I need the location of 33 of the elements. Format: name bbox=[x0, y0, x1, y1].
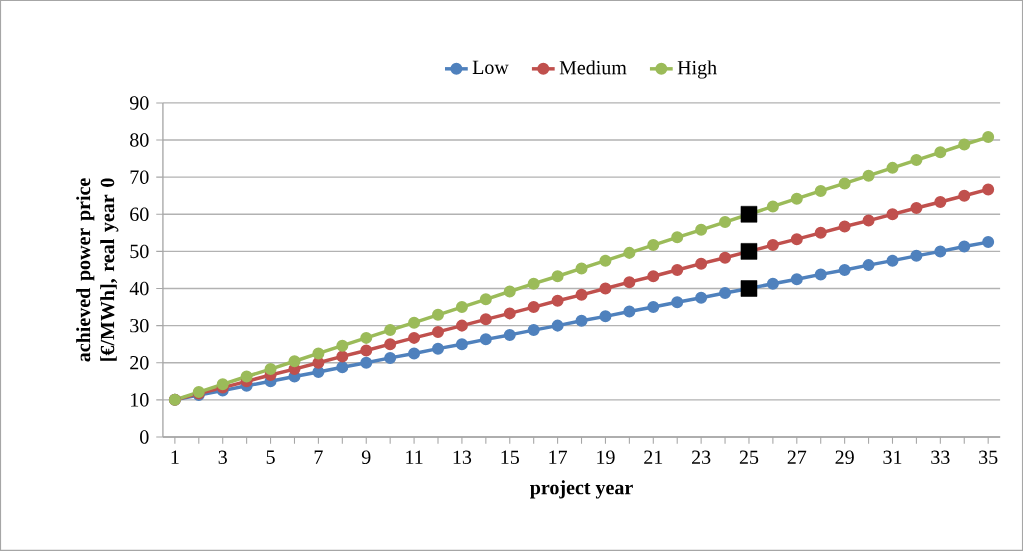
legend-label: Medium bbox=[559, 60, 627, 75]
x-tick-label: 31 bbox=[883, 450, 902, 465]
x-tick-label: 23 bbox=[692, 450, 711, 465]
legend-label: High bbox=[677, 60, 717, 79]
x-tick-label: 25 bbox=[739, 450, 759, 465]
y-tick-label: 40 bbox=[129, 281, 149, 296]
x-tick-label: 15 bbox=[501, 450, 519, 465]
x-tick-label: 11 bbox=[406, 450, 423, 464]
y-tick-label: 60 bbox=[130, 207, 149, 222]
x-tick-label: 21 bbox=[644, 450, 663, 464]
x-tick-label: 1 bbox=[171, 450, 179, 464]
x-tick-label: 27 bbox=[787, 450, 807, 464]
x-tick-label: 3 bbox=[218, 450, 227, 465]
y-tick-label: 30 bbox=[130, 318, 149, 333]
x-tick-label: 17 bbox=[549, 450, 568, 464]
y-tick-label: 10 bbox=[131, 393, 149, 407]
x-tick-label: 5 bbox=[266, 450, 275, 464]
x-tick-label: 29 bbox=[835, 450, 854, 465]
legend-label: Low bbox=[472, 60, 509, 75]
x-tick-label: 13 bbox=[453, 450, 472, 465]
y-tick-label: 50 bbox=[130, 244, 149, 259]
y-tick-label: 20 bbox=[130, 356, 149, 370]
x-tick-label: 9 bbox=[361, 450, 371, 465]
x-tick-label: 7 bbox=[314, 450, 323, 464]
y-tick-label: 0 bbox=[140, 430, 149, 444]
y-tick-label: 80 bbox=[130, 133, 149, 147]
x-tick-label: 33 bbox=[931, 450, 950, 465]
y-axis-title: achieved power price [€/MWh], real year 0 bbox=[76, 178, 119, 362]
y-tick-label: 70 bbox=[130, 170, 149, 184]
x-tick-label: 35 bbox=[979, 450, 998, 465]
x-tick-label: 19 bbox=[597, 450, 615, 465]
x-axis-title: project year bbox=[530, 480, 633, 499]
y-tick-label: 90 bbox=[129, 96, 149, 110]
